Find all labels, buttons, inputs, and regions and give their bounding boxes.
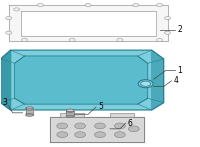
Text: 1: 1 (177, 66, 182, 75)
Ellipse shape (165, 31, 171, 34)
Ellipse shape (117, 38, 123, 42)
Ellipse shape (57, 132, 68, 138)
Polygon shape (60, 113, 84, 117)
Ellipse shape (66, 109, 74, 112)
Ellipse shape (85, 4, 91, 7)
Ellipse shape (141, 81, 151, 86)
Ellipse shape (37, 4, 43, 7)
Ellipse shape (57, 123, 68, 129)
Ellipse shape (114, 132, 125, 138)
Ellipse shape (114, 123, 125, 129)
Ellipse shape (22, 38, 28, 42)
Ellipse shape (133, 4, 139, 7)
Polygon shape (9, 5, 168, 41)
Ellipse shape (157, 4, 163, 7)
Ellipse shape (69, 38, 75, 42)
Text: 3: 3 (2, 98, 7, 107)
Ellipse shape (26, 114, 33, 116)
Polygon shape (26, 108, 33, 115)
Ellipse shape (95, 132, 105, 138)
Polygon shape (15, 56, 148, 104)
Polygon shape (1, 50, 164, 110)
Ellipse shape (165, 17, 171, 20)
Text: 5: 5 (98, 102, 103, 111)
Ellipse shape (138, 80, 153, 88)
Polygon shape (1, 50, 11, 110)
Ellipse shape (75, 132, 86, 138)
Polygon shape (110, 113, 134, 117)
Ellipse shape (6, 17, 12, 20)
Polygon shape (50, 117, 144, 142)
Ellipse shape (75, 123, 86, 129)
Ellipse shape (95, 123, 105, 129)
Text: 6: 6 (128, 118, 133, 127)
Polygon shape (21, 11, 156, 36)
Ellipse shape (157, 38, 163, 42)
Ellipse shape (14, 8, 20, 11)
Text: 2: 2 (177, 25, 182, 34)
Ellipse shape (66, 115, 74, 118)
Ellipse shape (6, 31, 12, 34)
Text: 4: 4 (173, 76, 178, 85)
Ellipse shape (128, 126, 139, 132)
Ellipse shape (26, 107, 33, 110)
Polygon shape (152, 50, 164, 110)
Polygon shape (66, 111, 74, 116)
